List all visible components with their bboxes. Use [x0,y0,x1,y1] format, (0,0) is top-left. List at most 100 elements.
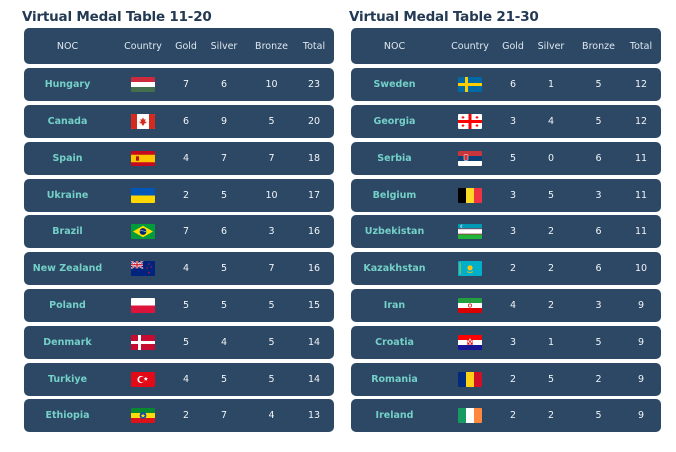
gold-count: 2 [172,179,200,213]
total-count-text: 18 [307,152,321,164]
gold-count: 2 [499,252,527,286]
flag-canada-icon [131,113,155,129]
country-flag [118,215,168,249]
country-flag [445,289,495,323]
bronze-count: 4 [249,399,294,433]
header-gold: Gold [499,28,527,64]
silver-count: 5 [533,363,569,397]
gold-count-text: 2 [509,373,517,385]
bronze-count: 5 [576,326,621,360]
gold-count: 3 [499,326,527,360]
table-row: Sweden 6 1 5 12 [351,67,661,102]
header-country-text: Country [124,40,162,52]
noc-name-text: Denmark [43,336,92,348]
gold-count-text: 2 [509,262,517,274]
total-count: 12 [626,105,656,139]
bronze-count-text: 3 [595,299,602,311]
total-count: 18 [299,142,329,176]
header-bronze: Bronze [576,28,621,64]
noc-name: Spain [24,142,111,176]
bronze-count: 3 [576,289,621,323]
total-count: 9 [626,289,656,323]
total-count-text: 16 [307,262,321,274]
table-row: New Zealand 4 5 7 16 [24,251,334,286]
total-count: 16 [299,252,329,286]
noc-name: Sweden [351,68,438,102]
silver-count-text: 6 [220,225,228,237]
total-count-text: 11 [634,189,648,201]
silver-count: 1 [533,68,569,102]
header-bronze-text: Bronze [255,40,288,52]
header-country: Country [118,28,168,64]
noc-name: Georgia [351,105,438,139]
header-noc-text: NOC [56,40,79,52]
total-count-text: 9 [637,336,645,348]
flag-new-zealand-icon [131,260,155,276]
total-count-text: 12 [634,115,648,127]
table-row: Romania 2 5 2 9 [351,362,661,397]
table-row: Denmark 5 4 5 14 [24,325,334,360]
bronze-count-text: 6 [595,262,602,274]
total-count-text: 11 [634,225,648,237]
gold-count-text: 2 [182,409,190,421]
table-row: Belgium 3 5 3 11 [351,178,661,213]
gold-count: 6 [172,105,200,139]
bronze-count-text: 5 [268,373,275,385]
gold-count-text: 5 [509,152,517,164]
bronze-count-text: 5 [268,299,275,311]
silver-count: 9 [206,105,242,139]
gold-count-text: 3 [509,225,517,237]
country-flag [118,105,168,139]
silver-count-text: 4 [547,115,555,127]
flag-ireland-icon [458,407,482,423]
total-count-text: 14 [307,373,321,385]
noc-name-text: Georgia [373,115,416,127]
noc-name-text: Ireland [375,409,414,421]
silver-count-text: 5 [547,189,555,201]
table-row: Ireland 2 2 5 9 [351,398,661,433]
noc-name: Turkiye [24,363,111,397]
gold-count: 2 [499,399,527,433]
gold-count: 6 [499,68,527,102]
total-count-text: 14 [307,336,321,348]
gold-count-text: 6 [509,78,517,90]
gold-count: 3 [499,179,527,213]
silver-count: 5 [206,179,242,213]
total-count: 13 [299,399,329,433]
country-flag [118,289,168,323]
header-total: Total [626,28,656,64]
noc-name: Ukraine [24,179,111,213]
bronze-count: 5 [576,105,621,139]
silver-count: 5 [206,363,242,397]
total-count: 9 [626,363,656,397]
gold-count: 2 [499,363,527,397]
flag-serbia-icon [458,150,482,166]
gold-count: 3 [499,215,527,249]
noc-name: Iran [351,289,438,323]
table-row: Uzbekistan 3 2 6 11 [351,214,661,249]
header-country: Country [445,28,495,64]
silver-count: 4 [206,326,242,360]
bronze-count: 5 [576,68,621,102]
flag-kazakhstan-icon [458,260,482,276]
bronze-count-text: 5 [595,115,602,127]
flag-poland-icon [131,297,155,313]
table-row: Croatia 3 1 5 9 [351,325,661,360]
noc-name-text: Serbia [377,152,412,164]
silver-count-text: 5 [220,299,228,311]
silver-count-text: 9 [220,115,228,127]
country-flag [445,252,495,286]
bronze-count: 6 [576,142,621,176]
bronze-count-text: 5 [595,336,602,348]
gold-count: 4 [172,252,200,286]
bronze-count-text: 4 [268,409,275,421]
bronze-count-text: 10 [265,189,278,201]
table-title: Virtual Medal Table 21-30 [349,9,539,25]
bronze-count: 3 [249,215,294,249]
gold-count-text: 3 [509,115,517,127]
bronze-count-text: 5 [268,336,275,348]
table-row: Serbia 5 0 6 11 [351,141,661,176]
noc-name: Denmark [24,326,111,360]
silver-count: 5 [206,289,242,323]
bronze-count: 3 [576,179,621,213]
